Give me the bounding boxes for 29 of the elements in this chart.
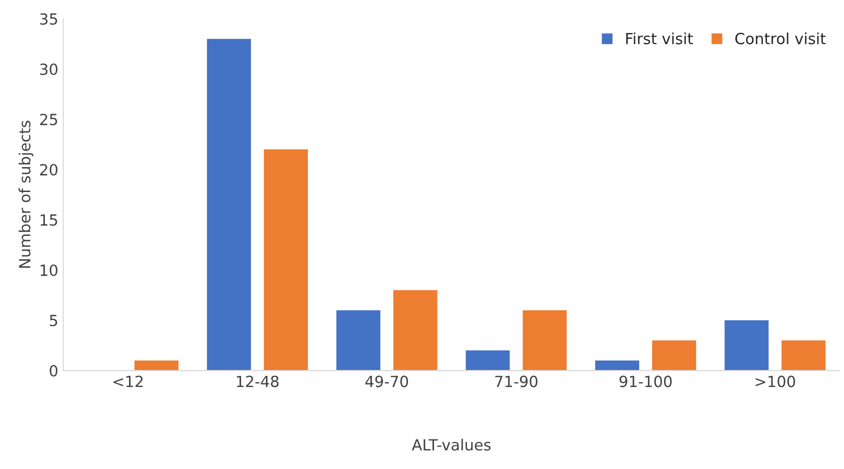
legend-label: First visit [626, 32, 693, 44]
bar [264, 149, 308, 371]
y-tick-label: 0 [50, 364, 58, 377]
bar [595, 360, 640, 371]
y-axis-title: Number of subjects [18, 120, 34, 268]
x-axis-title: ALT-values [412, 438, 491, 451]
y-tick-label: 10 [40, 264, 58, 276]
bar [393, 290, 438, 371]
y-tick-label: 5 [50, 314, 58, 326]
bar [206, 38, 251, 371]
x-tick-label: 91-100 [620, 376, 672, 388]
x-tick-label: 12-48 [236, 376, 279, 388]
bar [782, 340, 826, 371]
bar [522, 310, 567, 371]
bar [466, 350, 510, 371]
x-tick-label: >100 [756, 376, 796, 388]
y-tick-label: 30 [40, 63, 58, 76]
bar [134, 360, 178, 371]
y-tick-label: 15 [40, 214, 58, 226]
y-tick-label: 35 [40, 13, 58, 25]
x-tick-label: <12 [114, 376, 143, 387]
y-tick-label: 25 [40, 114, 58, 126]
bar [652, 340, 696, 371]
y-tick-label: 20 [40, 164, 58, 176]
bar [724, 320, 769, 371]
legend-label: Control visit [735, 32, 826, 44]
x-tick-label: 49-70 [365, 376, 408, 388]
x-tick-label: 71-90 [495, 376, 538, 388]
bar [336, 310, 380, 371]
